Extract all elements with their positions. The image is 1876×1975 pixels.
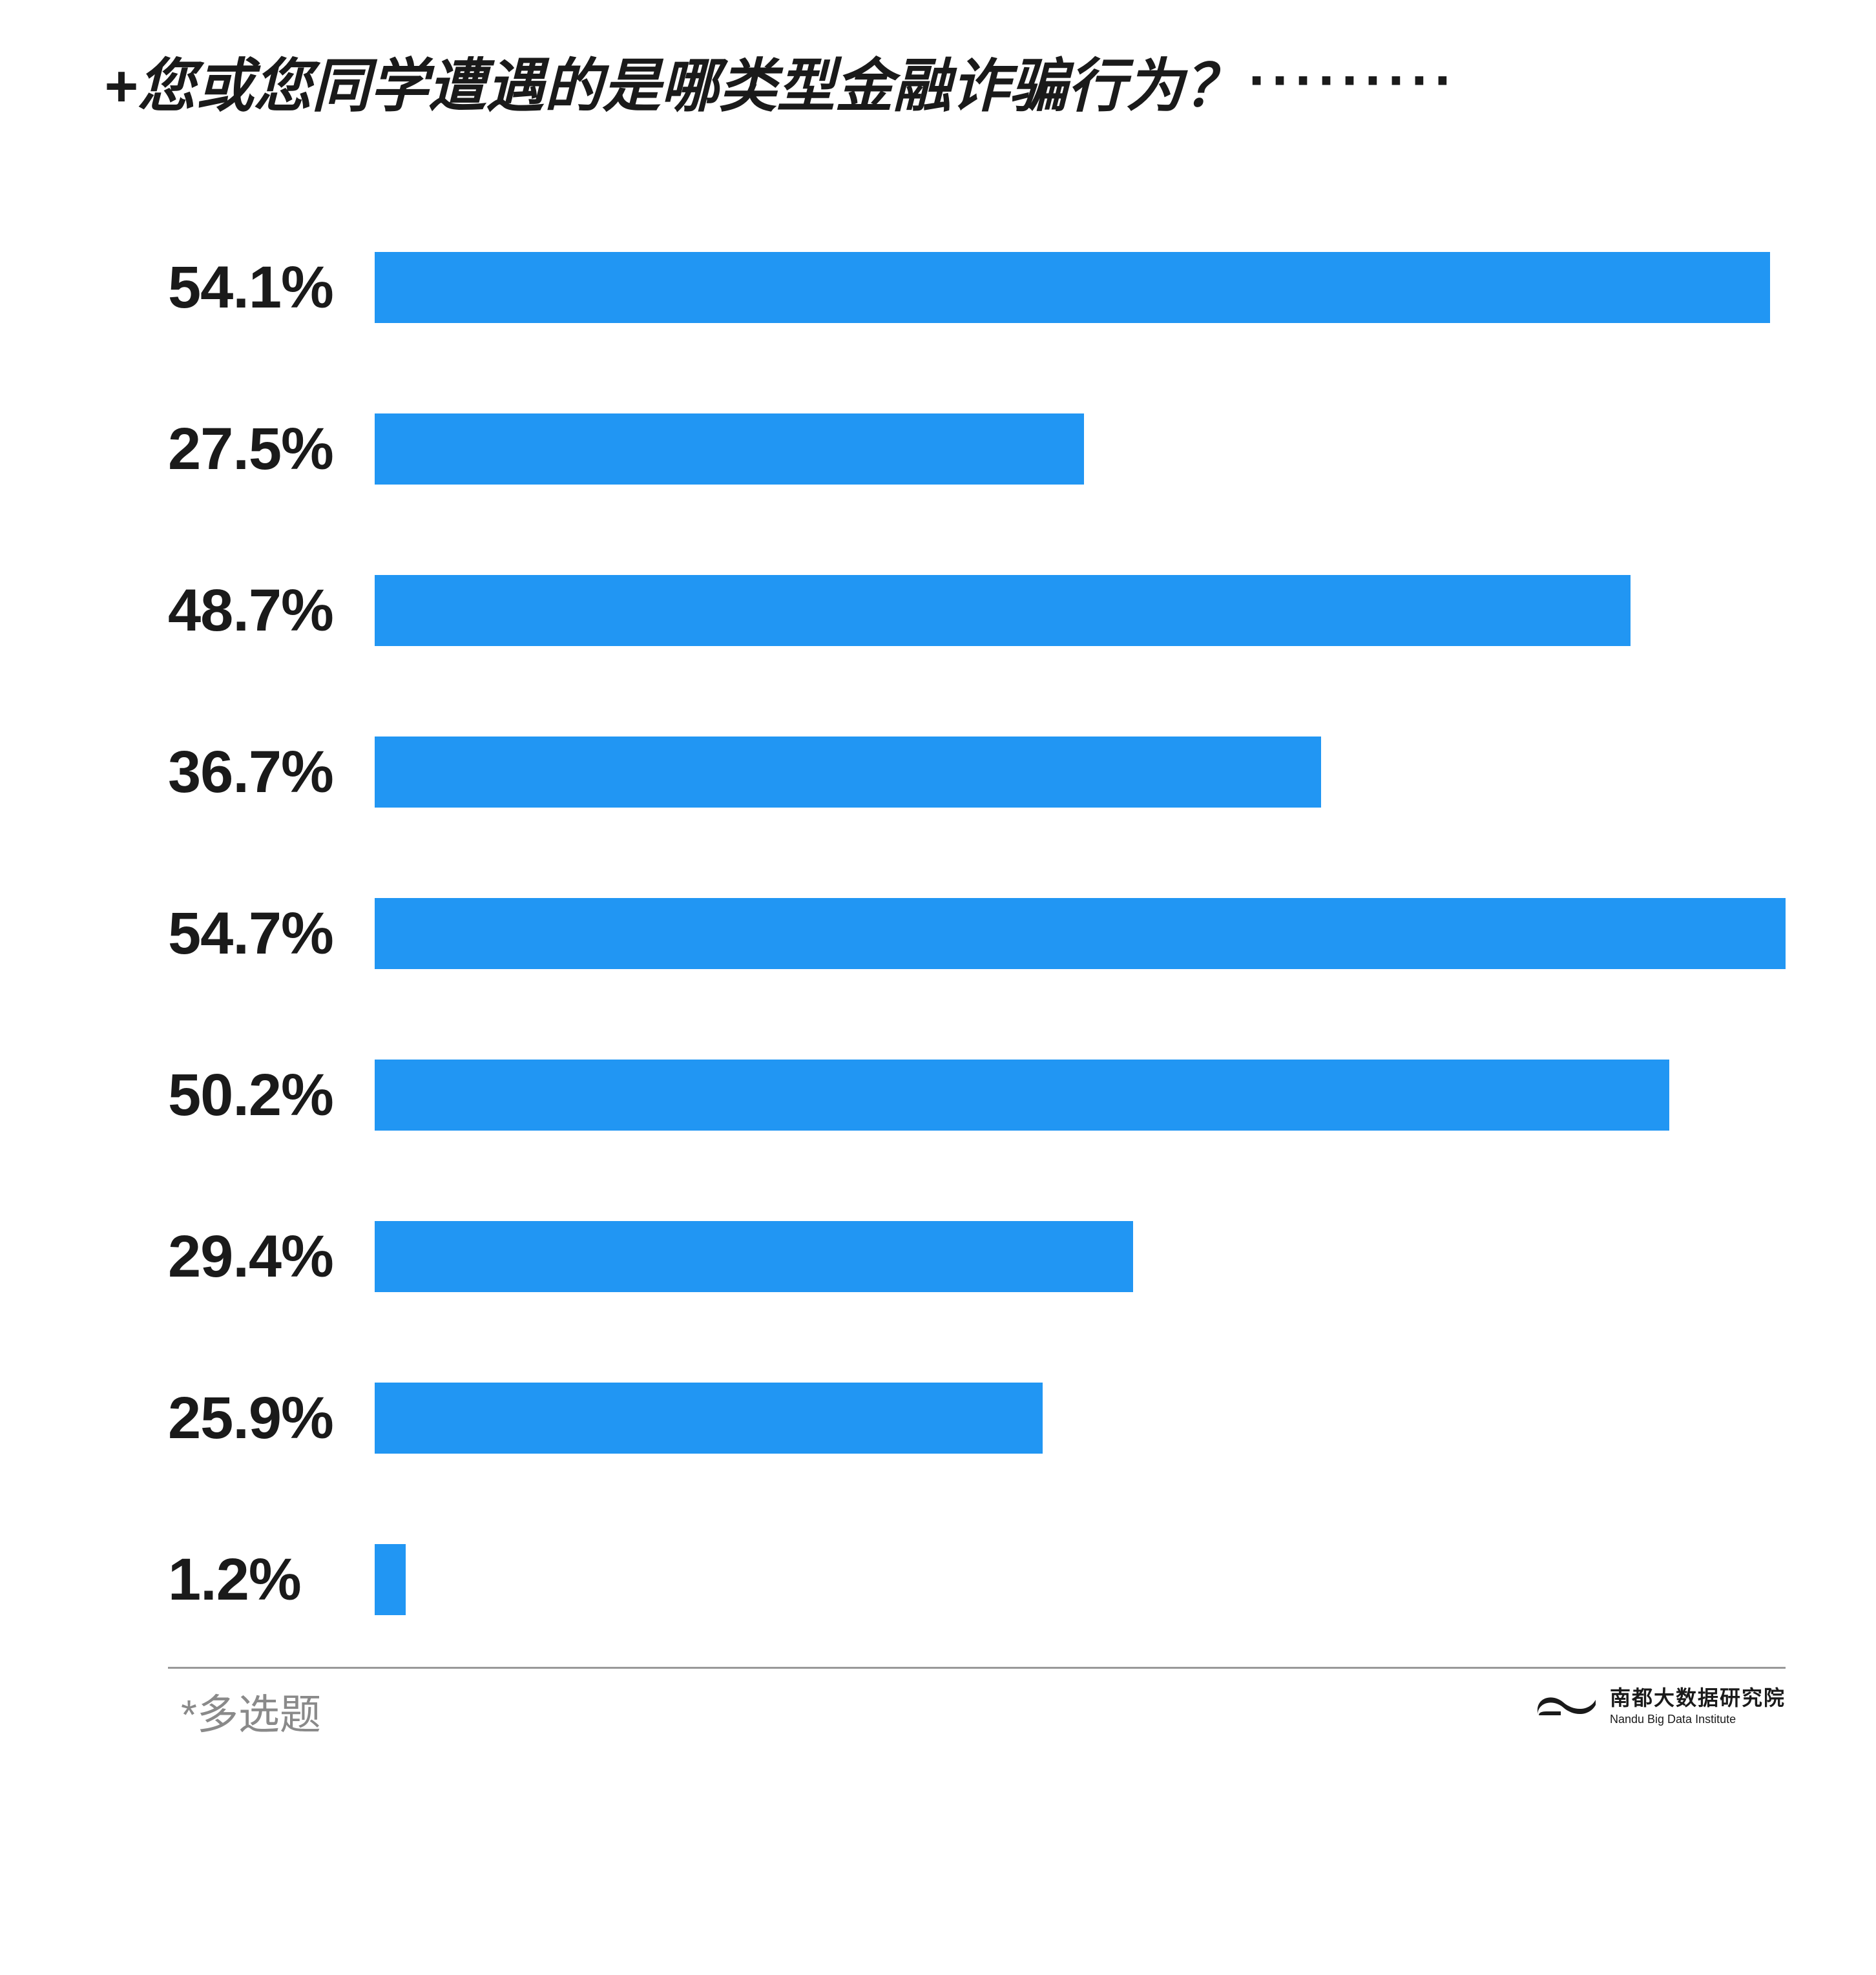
bar-track — [375, 1060, 1786, 1131]
bar-track — [375, 413, 1786, 485]
bar-track — [375, 1544, 1786, 1615]
bar-value-label: 50.2% — [168, 1061, 375, 1129]
footnote: *多选题 — [181, 1682, 321, 1741]
bar-row: 29.4% — [168, 1221, 1786, 1292]
bar-value-label: 54.7% — [168, 900, 375, 968]
bar-row: 27.5% — [168, 413, 1786, 485]
bar-value-label: 36.7% — [168, 738, 375, 806]
bar-row: 25.9% — [168, 1383, 1786, 1454]
bar-track — [375, 1383, 1786, 1454]
title-text: 您或您同学遭遇的是哪类型金融诈骗行为？ — [138, 54, 1242, 119]
bar-value-label: 48.7% — [168, 577, 375, 645]
bar-chart: 54.1% 27.5% 48.7% 36.7% 54.7% 50.2% 29.4% 25.9%… — [39, 252, 1837, 1615]
bar-value-label: 25.9% — [168, 1385, 375, 1452]
footer: *多选题 南都大数据研究院 Nandu Big Data Institute — [39, 1682, 1837, 1741]
bar-fill — [375, 737, 1321, 808]
bar-fill — [375, 413, 1084, 485]
chart-title: +您或您同学遭遇的是哪类型金融诈骗行为？ — [103, 39, 1242, 123]
bar-track — [375, 898, 1786, 969]
chart-container: +您或您同学遭遇的是哪类型金融诈骗行为？ ········· 54.1% 27.5… — [39, 39, 1837, 1741]
bar-fill — [375, 1221, 1133, 1292]
bar-row: 54.1% — [168, 252, 1786, 323]
title-prefix: + — [103, 54, 138, 119]
bar-value-label: 27.5% — [168, 415, 375, 483]
bar-fill — [375, 575, 1631, 646]
bar-row: 54.7% — [168, 898, 1786, 969]
brand-logo-icon — [1535, 1684, 1600, 1724]
brand-name-cn: 南都大数据研究院 — [1610, 1682, 1786, 1711]
bar-value-label: 29.4% — [168, 1223, 375, 1291]
bar-fill — [375, 1544, 406, 1615]
bar-row: 48.7% — [168, 575, 1786, 646]
bar-fill — [375, 1060, 1669, 1131]
brand-text: 南都大数据研究院 Nandu Big Data Institute — [1610, 1682, 1786, 1726]
bar-row: 50.2% — [168, 1060, 1786, 1131]
bar-track — [375, 575, 1786, 646]
bar-fill — [375, 1383, 1043, 1454]
brand-name-en: Nandu Big Data Institute — [1610, 1713, 1786, 1726]
bar-track — [375, 1221, 1786, 1292]
bar-row: 1.2% — [168, 1544, 1786, 1615]
title-dots: ········· — [1249, 48, 1458, 114]
bar-track — [375, 737, 1786, 808]
bar-fill — [375, 252, 1770, 323]
bar-row: 36.7% — [168, 737, 1786, 808]
divider-line — [168, 1667, 1786, 1669]
bar-track — [375, 252, 1786, 323]
title-row: +您或您同学遭遇的是哪类型金融诈骗行为？ ········· — [39, 39, 1837, 123]
bar-value-label: 54.1% — [168, 254, 375, 322]
brand: 南都大数据研究院 Nandu Big Data Institute — [1535, 1682, 1786, 1726]
bar-value-label: 1.2% — [168, 1546, 375, 1614]
bar-fill — [375, 898, 1786, 969]
